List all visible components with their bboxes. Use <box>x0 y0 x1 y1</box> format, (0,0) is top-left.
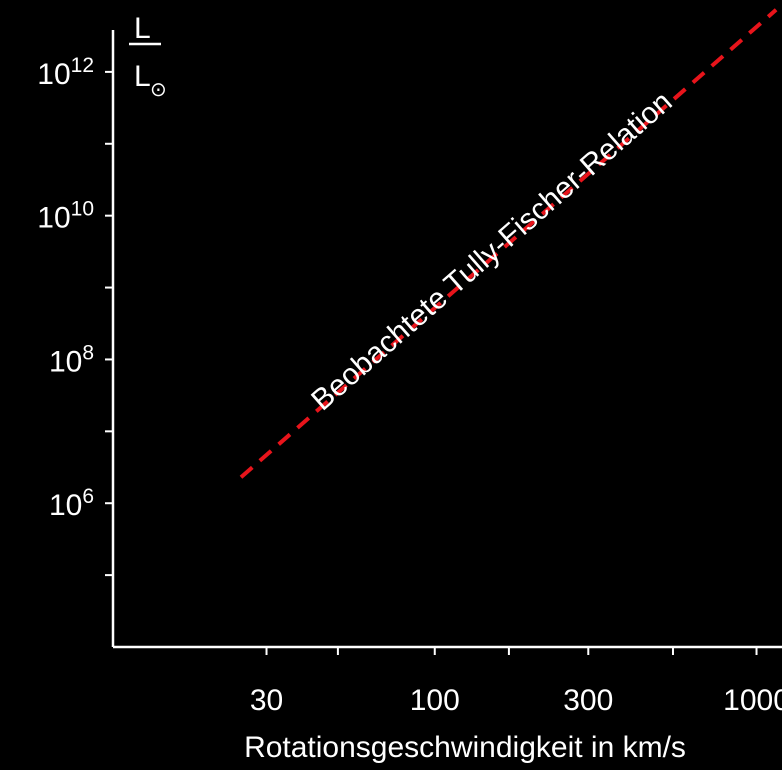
y-axis-label: L L ⊙ <box>129 12 167 101</box>
x-tick-label: 100 <box>410 684 460 717</box>
series-label: Beobachtete Tully-Fischer-Relation <box>305 85 678 417</box>
y-tick-label: 1010 <box>37 198 94 235</box>
x-tick-label: 300 <box>563 684 613 717</box>
y-axis-label-numerator: L <box>134 12 151 45</box>
y-tick-label: 106 <box>49 485 94 522</box>
y-axis-label-denominator: L <box>134 60 151 93</box>
x-tick-label: 30 <box>250 684 283 717</box>
y-tick-label: 1012 <box>37 54 94 91</box>
x-axis-ticks: 30 100 300 1000 <box>250 647 782 717</box>
y-axis-ticks: 106 108 1010 1012 <box>37 54 113 577</box>
axes <box>111 30 782 649</box>
y-tick-label: 108 <box>49 341 94 378</box>
x-tick-label: 1000 <box>723 684 782 717</box>
x-axis-label: Rotationsgeschwindigkeit in km/s <box>244 731 686 764</box>
series-layer <box>239 8 778 479</box>
y-axis-label-subscript: ⊙ <box>150 79 167 101</box>
series-line <box>239 8 778 479</box>
